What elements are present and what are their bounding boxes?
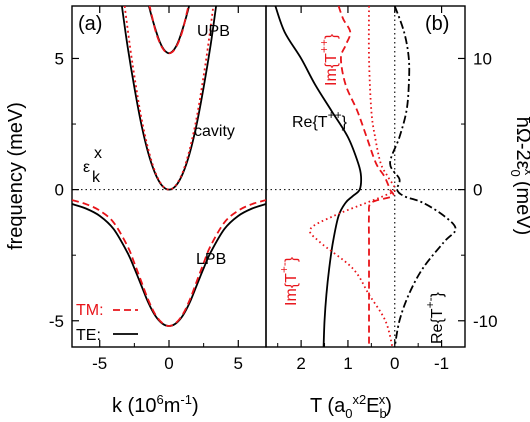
svg-text:k: k: [92, 169, 101, 186]
epsilon-k-label: ε k x: [83, 145, 102, 186]
panel-b-xlabel: T (a0x2Ebx): [310, 392, 392, 421]
curve-lpb-tm: [72, 199, 266, 327]
cavity-label: cavity: [194, 123, 235, 140]
svg-text:Re{T+-}: Re{T+-}: [423, 291, 446, 344]
panel-b-ylabel-right: ħΩ-2ε0x (meV): [508, 117, 530, 236]
panel-a-ytick-label: 0: [55, 181, 64, 200]
curve-cavity-te: [120, 6, 218, 191]
svg-text:ε: ε: [83, 159, 90, 176]
lpb-label: LPB: [196, 251, 226, 268]
panel-a-plot: -5 0 5 -5 0 5: [49, 6, 266, 373]
svg-text:Im{T+-}: Im{T+-}: [277, 256, 300, 306]
curve-imtpp: [337, 6, 395, 347]
re-tpm-label: Re{T+-}: [423, 291, 446, 344]
panel-a-ylabel: frequency (meV): [5, 102, 27, 250]
panel-b-ytick-label: -10: [473, 312, 498, 331]
legend: TM: TE:: [76, 302, 138, 344]
panel-a-xtick-label: 5: [234, 354, 243, 373]
curve-retpm: [389, 6, 457, 347]
curve-imtpm: [309, 6, 396, 347]
svg-text:Im{T++}: Im{T++}: [317, 33, 340, 86]
svg-text:Re{T++}: Re{T++}: [292, 108, 348, 131]
curve-retpp: [274, 6, 363, 347]
im-tpp-label: Im{T++}: [317, 33, 340, 86]
panel-a-xtick-label: -5: [92, 354, 107, 373]
panel-a-xlabel: k (106m-1): [112, 392, 199, 417]
panel-b-xtick-label: 0: [390, 354, 399, 373]
svg-text:x: x: [94, 145, 102, 162]
upb-label: UPB: [197, 23, 230, 40]
panel-a-frame: [71, 5, 267, 348]
im-tpm-label: Im{T+-}: [277, 256, 300, 306]
panel-b-ytick-label: 10: [473, 49, 492, 68]
legend-te-label: TE:: [76, 327, 101, 344]
panel-b-ytick-label: 0: [473, 181, 482, 200]
panel-b-tag: (b): [425, 13, 449, 35]
curve-cavity-tm: [123, 6, 215, 191]
re-tpp-label: Re{T++}: [292, 108, 348, 131]
panel-b-xtick-label: 1: [343, 354, 352, 373]
panel-b-xtick-label: -1: [434, 354, 449, 373]
panel-a-xtick-label: 0: [164, 354, 173, 373]
panel-a-ytick-label: 5: [55, 49, 64, 68]
panel-a-ytick-label: -5: [49, 312, 64, 331]
panel-b-frame: [265, 5, 466, 348]
panel-b-xtick-label: 2: [296, 354, 305, 373]
legend-tm-label: TM:: [76, 302, 104, 319]
curve-tm: [148, 6, 190, 55]
panel-a-tag: (a): [78, 13, 102, 35]
